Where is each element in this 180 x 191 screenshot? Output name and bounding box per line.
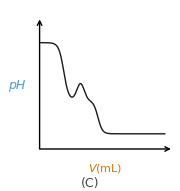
Text: (C): (C) xyxy=(81,177,99,190)
Text: pH: pH xyxy=(8,79,25,92)
Text: $\mathit{V}$(mL): $\mathit{V}$(mL) xyxy=(88,162,123,175)
